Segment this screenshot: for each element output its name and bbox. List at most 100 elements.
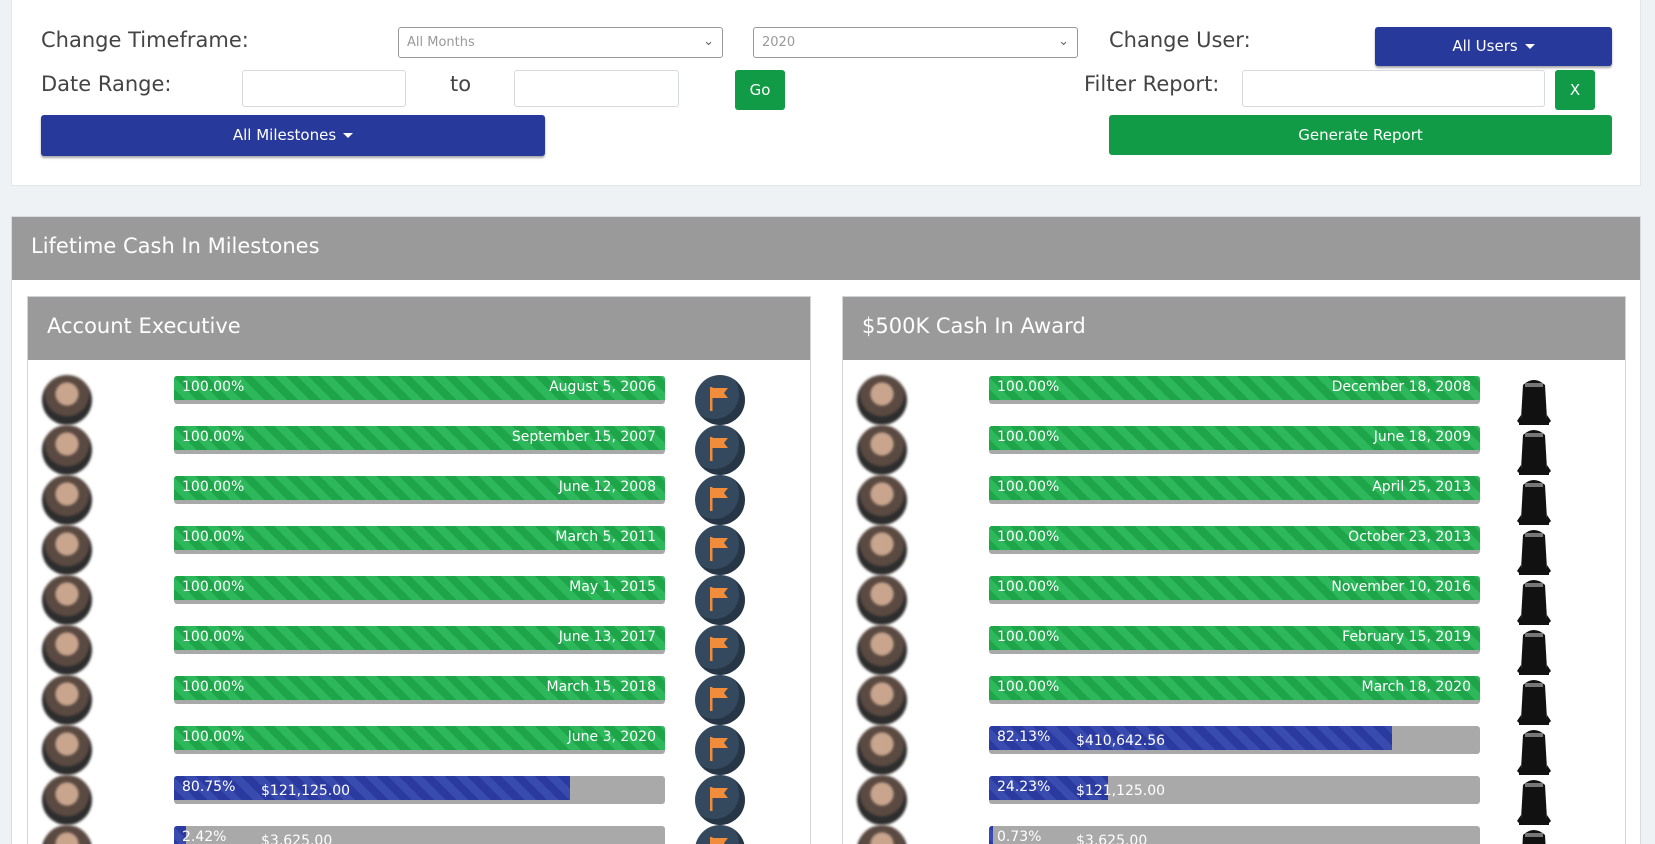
- award-trophy-icon: [1517, 575, 1551, 627]
- progress-percent: 100.00%: [997, 529, 1060, 545]
- progress-fill: [989, 426, 1480, 450]
- milestone-row: 100.00% June 18, 2009: [843, 425, 1627, 475]
- flag-icon: [695, 725, 745, 775]
- milestone-row: 0.73% $3,625.00: [843, 825, 1627, 844]
- award-trophy-icon: [1517, 425, 1551, 477]
- progress-percent: 2.42%: [182, 829, 227, 844]
- achieved-date: February 15, 2019: [1342, 629, 1471, 645]
- date-range-label: Date Range:: [41, 72, 172, 96]
- avatar: [857, 725, 907, 775]
- all-users-dropdown[interactable]: All Users: [1375, 27, 1612, 66]
- cash-amount: $121,125.00: [261, 783, 351, 799]
- award-trophy-icon: [1517, 475, 1551, 527]
- avatar: [857, 525, 907, 575]
- milestone-row: 100.00% June 12, 2008: [28, 475, 812, 525]
- avatar: [42, 625, 92, 675]
- award-trophy-icon: [1517, 725, 1551, 777]
- progress-percent: 100.00%: [182, 579, 245, 595]
- month-select[interactable]: All Months ⌄: [398, 27, 723, 58]
- avatar: [42, 725, 92, 775]
- avatar: [857, 575, 907, 625]
- progress-fill: [174, 576, 665, 600]
- progress-bar: 80.75% $121,125.00: [174, 776, 665, 804]
- section-title: Lifetime Cash In Milestones: [12, 217, 1640, 280]
- avatar: [42, 375, 92, 425]
- progress-fill: [174, 526, 665, 550]
- progress-percent: 100.00%: [997, 629, 1060, 645]
- filter-panel: Change Timeframe: All Months ⌄ 2020 ⌄ Ch…: [11, 0, 1641, 186]
- avatar: [42, 675, 92, 725]
- award-trophy-icon: [1517, 375, 1551, 427]
- progress-bar: 100.00% March 15, 2018: [174, 676, 665, 704]
- avatar: [42, 525, 92, 575]
- cash-amount: $410,642.56: [1076, 733, 1166, 749]
- avatar: [857, 625, 907, 675]
- achieved-date: August 5, 2006: [549, 379, 656, 395]
- award-trophy-icon: [1517, 525, 1551, 577]
- progress-bar: 100.00% December 18, 2008: [989, 376, 1480, 404]
- avatar: [857, 425, 907, 475]
- milestone-row: 100.00% June 13, 2017: [28, 625, 812, 675]
- caret-down-icon: [1524, 44, 1535, 49]
- progress-percent: 24.23%: [997, 779, 1051, 795]
- progress-bar: 82.13% $410,642.56: [989, 726, 1480, 754]
- filter-report-input[interactable]: [1242, 70, 1545, 107]
- flag-icon: [695, 575, 745, 625]
- go-button[interactable]: Go: [735, 70, 785, 110]
- progress-bar: 100.00% August 5, 2006: [174, 376, 665, 404]
- milestone-row: 100.00% October 23, 2013: [843, 525, 1627, 575]
- award-trophy-icon: [1517, 675, 1551, 727]
- progress-fill: [989, 826, 993, 844]
- progress-fill: [174, 776, 571, 800]
- all-milestones-dropdown[interactable]: All Milestones: [41, 115, 545, 156]
- clear-filter-button[interactable]: X: [1555, 70, 1595, 110]
- progress-percent: 100.00%: [997, 679, 1060, 695]
- progress-fill: [174, 676, 665, 700]
- chevron-down-icon: ⌄: [703, 34, 714, 49]
- award-trophy-icon: [1517, 775, 1551, 827]
- milestone-row: 100.00% March 5, 2011: [28, 525, 812, 575]
- progress-percent: 0.73%: [997, 829, 1042, 844]
- milestone-row: 100.00% September 15, 2007: [28, 425, 812, 475]
- award-trophy-icon: [1517, 625, 1551, 677]
- cash-amount: $3,625.00: [1076, 833, 1148, 844]
- milestone-row: 100.00% April 25, 2013: [843, 475, 1627, 525]
- milestone-row: 100.00% March 18, 2020: [843, 675, 1627, 725]
- flag-icon: [695, 475, 745, 525]
- to-label: to: [450, 72, 472, 96]
- caret-down-icon: [343, 133, 354, 138]
- progress-fill: [174, 376, 665, 400]
- milestone-row: 100.00% December 18, 2008: [843, 375, 1627, 425]
- progress-bar: 100.00% March 5, 2011: [174, 526, 665, 554]
- milestone-row: 80.75% $121,125.00: [28, 775, 812, 825]
- start-date-input[interactable]: [242, 70, 406, 107]
- avatar: [42, 775, 92, 825]
- progress-fill: [989, 376, 1480, 400]
- achieved-date: June 3, 2020: [567, 729, 656, 745]
- progress-percent: 100.00%: [182, 529, 245, 545]
- chevron-down-icon: ⌄: [1058, 34, 1069, 49]
- progress-bar: 100.00% June 3, 2020: [174, 726, 665, 754]
- generate-report-button[interactable]: Generate Report: [1109, 115, 1612, 155]
- end-date-input[interactable]: [514, 70, 679, 107]
- avatar: [857, 375, 907, 425]
- progress-percent: 100.00%: [997, 379, 1060, 395]
- avatar: [857, 775, 907, 825]
- progress-percent: 100.00%: [182, 429, 245, 445]
- achieved-date: June 18, 2009: [1373, 429, 1471, 445]
- flag-icon: [695, 825, 745, 844]
- achieved-date: March 18, 2020: [1361, 679, 1471, 695]
- milestone-row: 100.00% November 10, 2016: [843, 575, 1627, 625]
- progress-bar: 0.73% $3,625.00: [989, 826, 1480, 844]
- achieved-date: April 25, 2013: [1372, 479, 1471, 495]
- progress-bar: 100.00% June 13, 2017: [174, 626, 665, 654]
- progress-bar: 24.23% $121,125.00: [989, 776, 1480, 804]
- progress-fill: [174, 726, 665, 750]
- panel-500k-award: $500K Cash In Award 100.00% December 18, …: [842, 296, 1626, 844]
- progress-percent: 100.00%: [182, 729, 245, 745]
- progress-fill: [174, 826, 186, 844]
- achieved-date: October 23, 2013: [1348, 529, 1471, 545]
- panel-title: $500K Cash In Award: [843, 297, 1625, 360]
- milestones-card: Lifetime Cash In Milestones Account Exec…: [11, 216, 1641, 844]
- year-select[interactable]: 2020 ⌄: [753, 27, 1078, 58]
